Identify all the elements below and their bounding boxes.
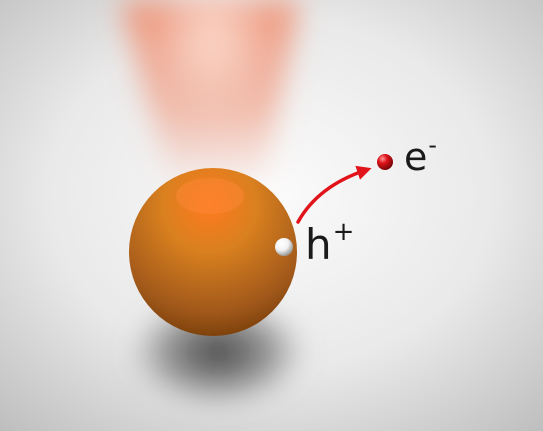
light-beam — [120, 0, 300, 190]
electron-label-base: e — [404, 135, 428, 179]
electron-label: e- — [404, 133, 437, 179]
sphere-highlight — [176, 178, 244, 214]
electron-label-superscript: - — [428, 131, 437, 160]
nanoparticle-sphere — [129, 168, 297, 336]
hole-label-base: h — [305, 220, 332, 269]
hole-label-superscript: + — [332, 217, 355, 248]
hole-dot — [275, 238, 293, 256]
electron-dot — [377, 154, 393, 170]
hole-label: h+ — [305, 219, 354, 266]
electron-transfer-arrow — [296, 165, 372, 224]
